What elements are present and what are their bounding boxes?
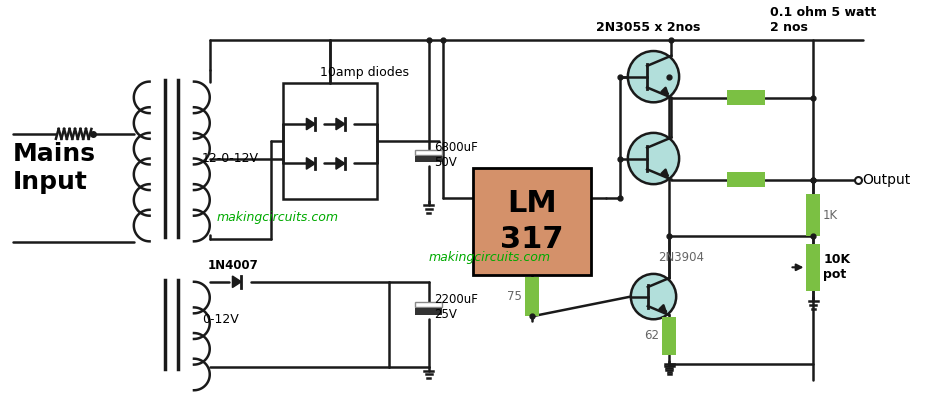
Text: Mains
Input: Mains Input (13, 142, 95, 194)
Text: 2N3904: 2N3904 (659, 251, 705, 264)
Bar (807, 194, 820, 236)
Bar (473, 169, 591, 275)
Bar (727, 172, 765, 187)
Text: 6800uF
50V: 6800uF 50V (435, 141, 478, 169)
Bar (414, 155, 442, 162)
Text: makingcircuits.com: makingcircuits.com (428, 251, 550, 264)
Text: LM
317: LM 317 (500, 189, 564, 254)
Polygon shape (306, 157, 315, 169)
Polygon shape (306, 118, 315, 130)
Text: 75: 75 (508, 290, 523, 303)
Text: 12-0-12V: 12-0-12V (202, 152, 259, 165)
Text: 0.1 ohm 5 watt
2 nos: 0.1 ohm 5 watt 2 nos (770, 6, 876, 34)
Text: 62: 62 (645, 329, 660, 342)
Bar (662, 317, 676, 355)
Bar (525, 277, 539, 316)
Circle shape (628, 133, 679, 184)
Polygon shape (232, 276, 241, 288)
Text: makingcircuits.com: makingcircuits.com (216, 211, 339, 224)
Text: 10amp diodes: 10amp diodes (320, 66, 409, 79)
Bar (727, 90, 765, 105)
Bar (807, 244, 820, 291)
Text: 10K
pot: 10K pot (823, 253, 850, 281)
Text: Output: Output (862, 173, 911, 186)
Bar (283, 82, 377, 199)
Text: 1N4007: 1N4007 (208, 259, 259, 272)
Circle shape (628, 51, 679, 102)
Bar (414, 150, 442, 155)
Bar (414, 308, 442, 315)
Circle shape (631, 274, 676, 319)
Text: 1K: 1K (823, 208, 838, 222)
Text: 2N3055 x 2nos: 2N3055 x 2nos (597, 21, 701, 34)
Polygon shape (336, 157, 345, 169)
Bar (414, 302, 442, 307)
Text: 0-12V: 0-12V (202, 313, 239, 326)
Polygon shape (336, 118, 345, 130)
Text: 2200uF
25V: 2200uF 25V (435, 293, 478, 322)
